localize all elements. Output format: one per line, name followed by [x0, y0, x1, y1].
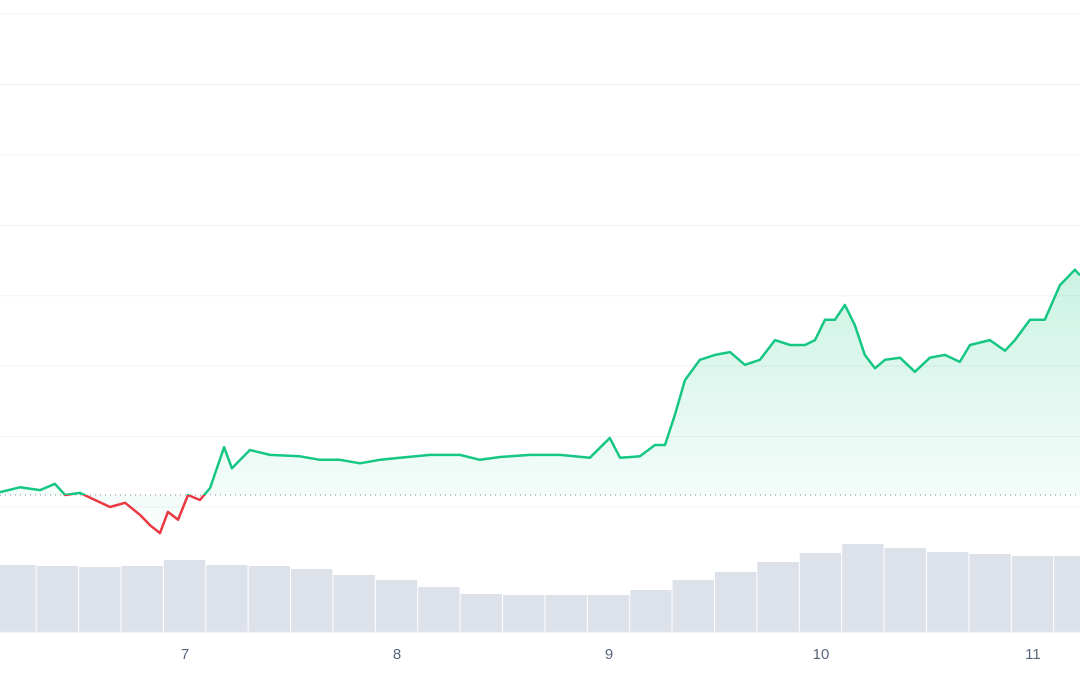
x-tick-label: 10 — [813, 646, 830, 663]
volume-bar — [714, 572, 757, 632]
volume-bar — [630, 590, 672, 632]
volume-bar — [0, 565, 36, 632]
volume-bar — [36, 566, 79, 632]
volume-bar — [79, 567, 121, 632]
volume-bar — [375, 580, 418, 632]
volume-bar — [842, 544, 884, 632]
volume-bar — [163, 560, 206, 632]
volume-bar — [418, 587, 460, 632]
x-tick-label: 8 — [393, 646, 401, 663]
volume-bar — [799, 553, 842, 632]
volume-bar — [545, 595, 587, 632]
volume-bar — [672, 580, 714, 632]
volume-bar — [291, 569, 333, 632]
volume-bar — [1054, 556, 1080, 632]
volume-bar — [1011, 556, 1054, 632]
volume-bar — [757, 562, 799, 632]
volume-bar — [460, 594, 503, 632]
volume-bar — [121, 566, 163, 632]
x-tick-label: 7 — [181, 646, 189, 663]
volume-bar — [926, 552, 969, 632]
volume-bar — [333, 575, 375, 632]
x-tick-label: 11 — [1025, 646, 1041, 663]
volume-bar — [503, 595, 545, 632]
price-area — [0, 269, 1080, 534]
volume-bar — [206, 565, 248, 632]
volume-bar — [587, 595, 630, 632]
volume-bar — [969, 554, 1011, 632]
volume-bar — [248, 566, 291, 632]
x-tick-label: 9 — [605, 646, 613, 663]
price-line — [0, 268, 1080, 535]
volume-bar — [884, 548, 926, 632]
